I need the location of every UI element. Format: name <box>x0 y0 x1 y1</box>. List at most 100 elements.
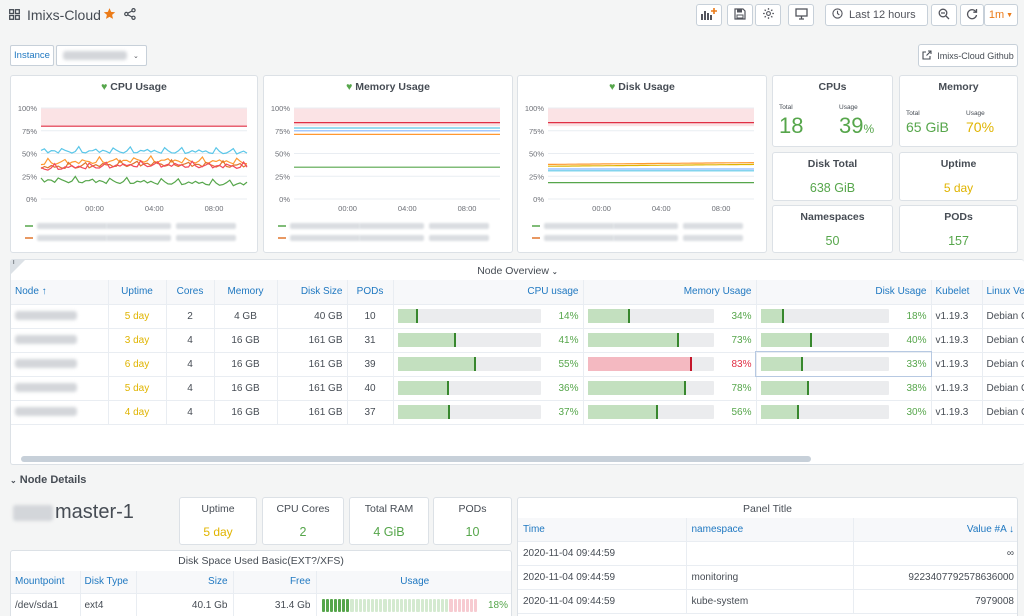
node-uptime-panel[interactable]: Uptime 5 day <box>179 497 257 545</box>
dashboard-title[interactable]: Imixs-Cloud <box>27 7 101 23</box>
node-overview-panel[interactable]: i Node Overview ⌄ Node ↑ Uptime Cores Memor… <box>10 259 1024 465</box>
node-ram-panel[interactable]: Total RAM 4 GiB <box>349 497 429 545</box>
pods-cell: 10 <box>364 310 376 322</box>
memory-stat-panel[interactable]: Memory Total Usage 65 GiB 70% <box>899 75 1018 147</box>
node-details-row-header[interactable]: ⌄ Node Details <box>10 474 86 486</box>
col-kubelet[interactable]: Kubelet <box>931 280 983 305</box>
legend-label-redacted[interactable] <box>613 235 678 241</box>
panel-title-table-panel[interactable]: Panel Title Time namespace Value #A ↓ 20… <box>517 497 1018 616</box>
legend-label-redacted[interactable] <box>290 235 360 241</box>
table-row[interactable]: 5 day 2 4 GB 40 GB 10 14% 34% 18% v1.19.3 Debian … <box>11 304 1024 329</box>
cpu-gauge: 36% <box>397 381 579 395</box>
col-free[interactable]: Free <box>233 571 317 594</box>
horizontal-scrollbar[interactable] <box>21 456 811 462</box>
col-memory-usage[interactable]: Memory Usage <box>583 280 757 305</box>
chevron-down-icon: ⌄ <box>133 52 139 60</box>
legend-label-redacted[interactable] <box>613 223 678 229</box>
legend-label-redacted[interactable] <box>359 223 424 229</box>
save-dashboard-button[interactable] <box>727 4 753 26</box>
legend-label-redacted[interactable] <box>37 223 107 229</box>
cpu-percent: 37% <box>558 406 579 418</box>
zoom-out-button[interactable] <box>931 4 957 26</box>
col-cores[interactable]: Cores <box>166 280 215 305</box>
table-row[interactable]: 4 day 4 16 GB 161 GB 37 37% 56% 30% v1.19.3 Debia… <box>11 400 1024 425</box>
legend-label-redacted[interactable] <box>429 223 489 229</box>
time-cell: 2020-11-04 09:44:59 <box>518 565 687 590</box>
table-row[interactable]: 2020-11-04 09:44:59 ∞ <box>518 541 1017 566</box>
x-tick-label: 04:00 <box>652 204 671 213</box>
legend-label-redacted[interactable] <box>683 235 743 241</box>
info-icon[interactable] <box>11 260 25 274</box>
table-row[interactable]: 5 day 4 16 GB 161 GB 40 36% 78% 38% v1.19.3 Debia… <box>11 376 1024 401</box>
disk-space-table: Mountpoint Disk Type Size Free Usage /de… <box>11 571 511 616</box>
col-usage[interactable]: Usage <box>316 571 511 594</box>
star-icon[interactable] <box>103 7 116 23</box>
gauge-track <box>587 381 714 395</box>
uptime-cell: 5 day <box>124 382 150 394</box>
legend-label-redacted[interactable] <box>429 235 489 241</box>
tv-mode-button[interactable] <box>788 4 814 26</box>
table-row[interactable]: 2020-11-04 09:44:59 kube-system 7979008 <box>518 589 1017 614</box>
cpu-usage-panel[interactable]: 100% 75% 50% 25% 0% 00:00 04:00 08:00 ♥ CPU Usa… <box>10 75 258 253</box>
lcd-segment <box>329 598 333 612</box>
col-node[interactable]: Node ↑ <box>11 280 109 305</box>
col-mountpoint[interactable]: Mountpoint <box>11 571 81 594</box>
legend-label-redacted[interactable] <box>106 235 171 241</box>
node-cores-panel[interactable]: CPU Cores 2 <box>262 497 344 545</box>
col-disk-type[interactable]: Disk Type <box>80 571 137 594</box>
col-size[interactable]: Size <box>136 571 234 594</box>
refresh-interval-picker[interactable]: 1m ▼ <box>984 4 1018 26</box>
col-value-a[interactable]: Value #A ↓ <box>853 518 1017 542</box>
share-icon[interactable] <box>124 8 136 23</box>
panel-title: Panel Title <box>742 503 793 515</box>
disk-size-cell: 161 GB <box>308 382 343 394</box>
pods-stat-panel[interactable]: PODs 157 <box>899 205 1018 253</box>
col-disk-size[interactable]: Disk Size <box>277 280 348 305</box>
y-tick-label: 0% <box>279 195 290 204</box>
col-cpu-usage[interactable]: CPU usage <box>393 280 584 305</box>
namespaces-stat-panel[interactable]: Namespaces 50 <box>772 205 893 253</box>
add-panel-button[interactable] <box>696 4 722 26</box>
col-disk-usage[interactable]: Disk Usage <box>756 280 932 305</box>
lcd-segment <box>321 598 325 612</box>
settings-button[interactable] <box>755 4 781 26</box>
table-row[interactable]: 2020-11-04 09:44:59 monitoring 92234077925… <box>518 565 1017 590</box>
dashboard-grid-icon[interactable] <box>9 9 20 20</box>
linux-cell: Debian G <box>986 358 1024 370</box>
col-linux-version[interactable]: Linux Ver <box>982 280 1024 305</box>
legend-label-redacted[interactable] <box>176 223 236 229</box>
memory-usage-panel[interactable]: 100% 75% 50% 25% 0% 00:00 04:00 08:00 ♥ Memory … <box>263 75 513 253</box>
gear-icon <box>762 7 775 23</box>
mem-percent: 34% <box>731 310 752 322</box>
col-namespace[interactable]: namespace <box>686 518 854 542</box>
gauge-fill <box>587 381 686 395</box>
time-picker[interactable]: Last 12 hours <box>825 4 928 26</box>
uptime-stat-panel[interactable]: Uptime 5 day <box>899 152 1018 201</box>
table-row[interactable]: 6 day 4 16 GB 161 GB 39 55% 83% 33% v1.19.3 Debia… <box>11 351 1024 377</box>
disk-total-stat-panel[interactable]: Disk Total 638 GiB <box>772 152 893 201</box>
col-memory[interactable]: Memory <box>214 280 278 305</box>
legend-label-redacted[interactable] <box>37 235 107 241</box>
legend-label-redacted[interactable] <box>544 235 614 241</box>
disk-usage-panel[interactable]: 100% 75% 50% 25% 0% 00:00 04:00 08:00 ♥ Disk Us… <box>517 75 767 253</box>
col-pods[interactable]: PODs <box>347 280 394 305</box>
node-pods-panel[interactable]: PODs 10 <box>433 497 512 545</box>
refresh-button[interactable] <box>960 4 984 26</box>
legend-label-redacted[interactable] <box>106 223 171 229</box>
legend-label-redacted[interactable] <box>544 223 614 229</box>
memory-usage-label: Usage <box>966 110 985 117</box>
disk-space-panel[interactable]: Disk Space Used Basic(EXT?/XFS) Mountpoi… <box>10 550 512 616</box>
node-overview-title-row[interactable]: Node Overview ⌄ <box>11 265 1024 277</box>
instance-select[interactable]: ⌄ <box>56 45 147 66</box>
cpu-gauge: 55% <box>397 357 579 371</box>
legend-label-redacted[interactable] <box>290 223 360 229</box>
cpus-stat-panel[interactable]: CPUs Total Usage 18 39% <box>772 75 893 147</box>
table-row[interactable]: 3 day 4 16 GB 161 GB 31 41% 73% 40% v1.19.3 Debia… <box>11 328 1024 353</box>
legend-label-redacted[interactable] <box>176 235 236 241</box>
col-uptime[interactable]: Uptime <box>108 280 167 305</box>
github-link-button[interactable]: Imixs-Cloud Github <box>918 44 1018 67</box>
legend-label-redacted[interactable] <box>359 235 424 241</box>
col-time[interactable]: Time <box>518 518 687 542</box>
cpu-chart-svg: 100% 75% 50% 25% 0% 00:00 04:00 08:00 <box>18 104 248 241</box>
legend-label-redacted[interactable] <box>683 223 743 229</box>
